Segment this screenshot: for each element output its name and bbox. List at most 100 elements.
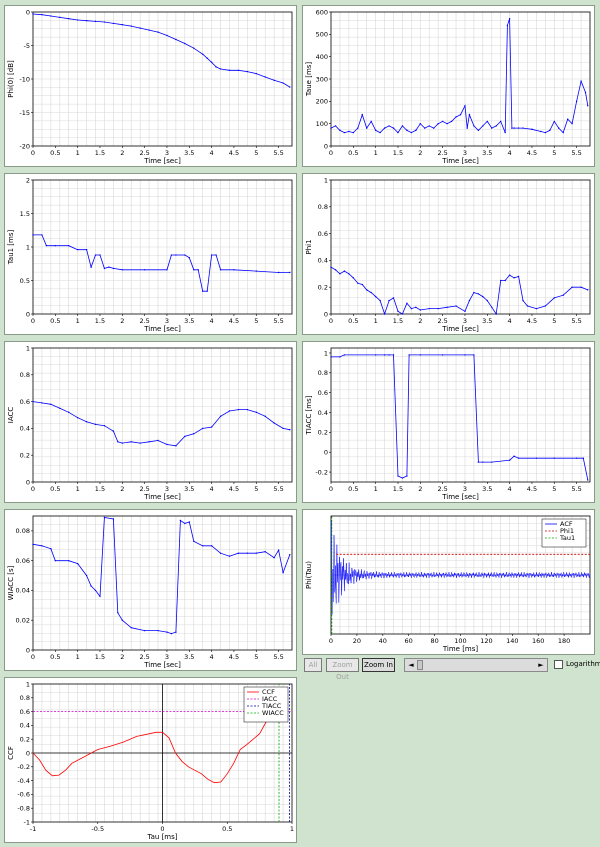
data-point [477, 461, 480, 463]
data-point [441, 120, 444, 123]
data-point [553, 297, 555, 299]
data-point [495, 313, 497, 315]
data-point [210, 545, 213, 547]
data-point [130, 626, 132, 629]
series-line-iacc [32, 401, 290, 447]
x-tick-label: 5 [254, 149, 258, 157]
data-point [419, 122, 422, 125]
data-point [210, 254, 213, 256]
x-tick-label: 2 [120, 317, 124, 325]
scroll-left-icon[interactable]: ◄ [408, 661, 414, 669]
data-point [587, 289, 589, 291]
zoom-in-button[interactable]: Zoom In [362, 658, 395, 672]
data-point [562, 294, 564, 296]
all-button[interactable]: All [304, 658, 322, 672]
data-point [99, 595, 101, 598]
data-point [450, 120, 453, 123]
data-point [68, 411, 70, 414]
series-line-tau1 [33, 234, 290, 292]
data-point [446, 306, 448, 308]
logarithm-checkbox[interactable] [554, 660, 563, 669]
x-tick-label: 3.5 [184, 653, 194, 661]
data-point [392, 127, 395, 129]
data-point [277, 271, 280, 274]
data-point [32, 400, 34, 403]
data-point [491, 127, 493, 129]
y-axis-label: WIACC [s] [7, 565, 15, 600]
y-tick-label: 2 [26, 176, 30, 184]
data-point [166, 269, 168, 271]
data-point [504, 131, 506, 134]
data-point [544, 131, 547, 134]
x-axis-label: Time [sec] [441, 157, 479, 165]
data-point [201, 53, 204, 55]
chart-tiacc-svg: 0 0.5 1 1.5 2 2.5 3 3.5 4 4.5 5 5.5 -0.2 0 0.2 0.4 0.6 0.… [305, 347, 591, 501]
y-tick-label: 0.8 [318, 203, 328, 211]
data-point [139, 442, 141, 444]
scroll-right-icon[interactable]: ► [538, 661, 544, 669]
data-point [491, 461, 493, 463]
data-point [437, 307, 439, 310]
data-point [526, 305, 529, 307]
data-point [582, 457, 585, 459]
data-point [289, 271, 291, 274]
zoom-out-button[interactable]: Zoom Out [326, 658, 359, 681]
data-point [464, 354, 466, 356]
data-point [370, 291, 372, 294]
x-axis-label: Tau [ms] [147, 833, 178, 841]
x-tick-label: 2.5 [139, 317, 149, 325]
data-point [513, 455, 515, 457]
x-tick-label: 0.5 [348, 485, 358, 493]
y-tick-label: 0.4 [20, 425, 30, 433]
x-tick-label: 0 [329, 637, 333, 645]
x-tick-label: 0.5 [50, 485, 60, 493]
x-tick-label: 5 [552, 317, 556, 325]
x-axis-label: Time [sec] [441, 325, 479, 333]
data-point [343, 131, 346, 134]
chart-ccf: -1 -0.5 0 0.5 1 -1 -0.8 -0.6 -0.4 -0.2 0 0.2 0.4 0.6 0… [4, 677, 297, 843]
data-point [424, 127, 426, 129]
x-tick-label: 4.5 [527, 317, 537, 325]
data-point [210, 426, 213, 428]
chart-acf: 0 20 40 60 80 100 120 140 160 180 Time [ms] Phi(Tau… [302, 509, 595, 655]
data-point [415, 306, 417, 308]
data-point [587, 479, 589, 481]
data-point [334, 269, 337, 271]
data-point [397, 475, 399, 477]
x-tick-label: 5 [254, 317, 258, 325]
data-point [517, 457, 520, 459]
y-tick-label: 500 [316, 31, 328, 39]
x-tick-label: 1 [374, 149, 378, 157]
data-point [130, 25, 132, 27]
data-point [41, 13, 43, 16]
data-point [117, 612, 119, 614]
data-point [468, 299, 471, 302]
data-point [188, 257, 190, 259]
data-point [94, 254, 97, 256]
data-point [112, 518, 115, 520]
data-point [179, 519, 182, 522]
data-point [255, 552, 257, 554]
x-tick-label: 1 [374, 317, 378, 325]
x-tick-label: 2.5 [437, 317, 447, 325]
y-tick-label: 400 [316, 53, 328, 61]
data-point [228, 69, 231, 71]
y-axis-label: TIACC [ms] [305, 395, 313, 435]
data-point [103, 516, 106, 519]
data-point [495, 125, 497, 127]
chart-acf-svg: 0 20 40 60 80 100 120 140 160 180 Time [ms] Phi(Tau… [305, 515, 591, 653]
data-point [330, 266, 332, 268]
y-tick-label: -1 [24, 818, 30, 826]
x-tick-label: 0 [160, 825, 164, 833]
data-point [45, 244, 48, 247]
scroll-thumb[interactable] [417, 660, 423, 670]
data-point [401, 313, 404, 315]
data-point [486, 120, 488, 123]
x-tick-label: 4 [508, 485, 512, 493]
data-point [553, 120, 555, 123]
data-point [170, 632, 173, 635]
data-point [544, 305, 547, 307]
data-point [41, 545, 43, 547]
acf-scrollbar[interactable]: ◄ ► [404, 658, 548, 672]
y-tick-label: 0.04 [16, 587, 30, 595]
